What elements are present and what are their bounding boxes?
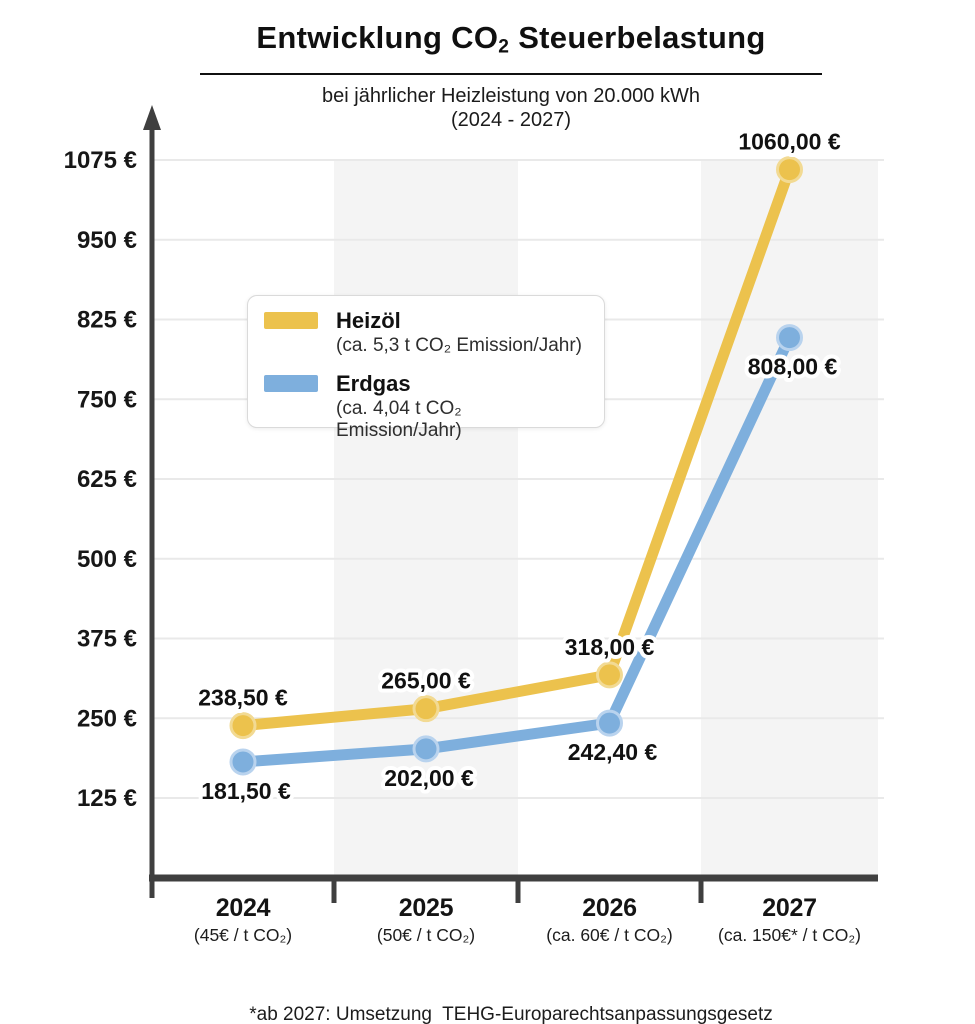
y-tick-label-1075: 1075 € (64, 147, 137, 174)
footnote-line-1: *ab 2027: Umsetzung TEHG-Europarechtsanp… (249, 1004, 773, 1024)
point-heizoel-2026 (596, 661, 623, 689)
value-label-heizoel-2025: 265,00 € (381, 668, 471, 694)
value-label-heizoel-2026: 318,00 € (565, 634, 655, 660)
x-year-label-2026: 2026 (582, 894, 636, 922)
y-tick-label-250: 250 € (77, 705, 137, 732)
y-tick-label-950: 950 € (77, 227, 137, 254)
value-label-heizoel-2027: 1060,00 € (738, 129, 841, 155)
subtitle-line-2: (2024 - 2027) (450, 109, 572, 132)
title-text: Entwicklung CO (256, 20, 499, 55)
legend-label-erdgas: Erdgas (336, 371, 411, 396)
point-erdgas-2025 (412, 735, 440, 763)
series-line-heizoel (237, 164, 795, 732)
legend-detail-heizoel: (ca. 5,3 t CO₂ Emission/Jahr) (336, 335, 582, 356)
y-tick-label-375: 375 € (77, 626, 137, 653)
y-axis-arrow (143, 105, 161, 130)
value-label-erdgas-2025: 202,00 € (384, 765, 474, 791)
legend-label-heizoel: Heizöl (336, 308, 401, 333)
legend-texts-erdgas: Erdgas (ca. 4,04 t CO₂ Emission/Jahr) (336, 372, 588, 442)
title-co2-subscript: 2 (498, 36, 510, 58)
x-year-label-2024: 2024 (216, 894, 271, 922)
point-erdgas-2026 (596, 709, 623, 737)
subtitle-line-1: bei jährlicher Heizleistung von 20.000 k… (322, 85, 700, 108)
legend-item-heizoel: Heizöl (ca. 5,3 t CO₂ Emission/Jahr) (264, 309, 588, 357)
x-price-label-2025: (50€ / t CO₂) (377, 925, 475, 945)
x-price-label-2027: (ca. 150€* / t CO₂) (718, 925, 861, 945)
x-price-label-2024: (45€ / t CO₂) (194, 925, 292, 945)
chart-legend: Heizöl (ca. 5,3 t CO₂ Emission/Jahr) Erd… (247, 295, 605, 441)
point-heizoel-2027 (776, 156, 803, 184)
value-label-erdgas-2027: 808,00 € (748, 354, 838, 380)
legend-item-erdgas: Erdgas (ca. 4,04 t CO₂ Emission/Jahr) (264, 372, 588, 442)
value-label-erdgas-2024: 181,50 € (201, 778, 291, 804)
value-label-erdgas-2026: 242,40 € (568, 739, 658, 765)
chart-header: Entwicklung CO2 Steuerbelastung bei jähr… (47, 20, 975, 132)
y-tick-label-625: 625 € (77, 466, 137, 493)
legend-texts-heizoel: Heizöl (ca. 5,3 t CO₂ Emission/Jahr) (336, 309, 582, 357)
x-year-label-2027: 2027 (762, 894, 816, 922)
y-tick-label-825: 825 € (77, 307, 137, 334)
value-label-heizoel-2024: 238,50 € (198, 685, 288, 711)
heizoel-swatch (264, 312, 318, 329)
legend-detail-erdgas: (ca. 4,04 t CO₂ Emission/Jahr) (336, 398, 462, 441)
series-line-erdgas (237, 332, 795, 768)
title-text-2: Steuerbelastung (509, 20, 766, 55)
y-tick-label-500: 500 € (77, 546, 137, 573)
point-erdgas-2027 (776, 324, 803, 352)
point-heizoel-2024 (229, 712, 257, 740)
erdgas-swatch (264, 375, 318, 392)
page-title: Entwicklung CO2 Steuerbelastung (47, 20, 975, 66)
highlight-band-2027 (701, 160, 878, 875)
y-tick-label-125: 125 € (77, 785, 137, 812)
point-erdgas-2024 (229, 748, 257, 776)
title-underline (200, 72, 822, 76)
x-year-label-2025: 2025 (399, 894, 454, 922)
x-price-label-2026: (ca. 60€ / t CO₂) (546, 925, 672, 945)
footnote: *ab 2027: Umsetzung TEHG-Europarechtsanp… (47, 957, 975, 1024)
y-tick-label-750: 750 € (77, 386, 137, 413)
point-heizoel-2025 (412, 695, 440, 723)
